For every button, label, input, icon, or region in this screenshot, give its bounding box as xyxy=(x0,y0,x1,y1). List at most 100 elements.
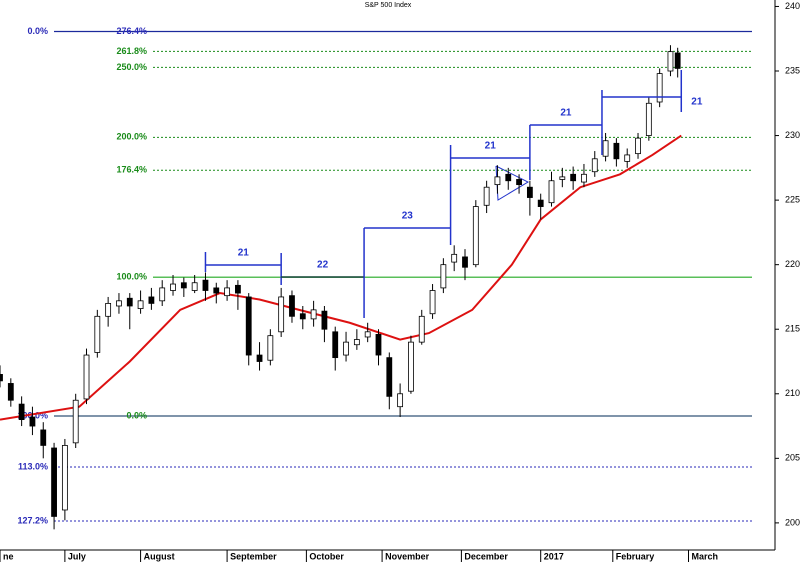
x-tick-label: February xyxy=(616,551,655,561)
y-tick-label: 2050 xyxy=(785,453,800,463)
candle-body xyxy=(332,331,339,359)
candle-body xyxy=(656,73,663,103)
candle-body xyxy=(408,341,414,392)
candle-body xyxy=(451,253,458,263)
candle-body xyxy=(375,333,382,356)
x-tick-label: October xyxy=(309,551,344,561)
candle-body xyxy=(570,173,577,182)
cycle-label: 21 xyxy=(238,248,250,259)
x-tick-label: December xyxy=(464,551,508,561)
candle-body xyxy=(224,287,230,297)
y-tick-label: 2000 xyxy=(785,517,800,527)
candle-body xyxy=(267,335,274,361)
candle-body xyxy=(440,264,447,289)
cycle-label: 21 xyxy=(691,97,703,108)
candle-body xyxy=(591,158,598,173)
y-tick-label: 2100 xyxy=(785,388,800,398)
candle-body xyxy=(483,186,490,206)
candle-body xyxy=(278,296,285,333)
candle-body xyxy=(526,186,533,198)
cycle-label: 21 xyxy=(560,108,572,119)
x-tick-label: August xyxy=(144,551,175,561)
candle-body xyxy=(245,296,252,356)
level-label: 200.0% xyxy=(116,132,147,142)
candle-body xyxy=(180,282,187,289)
candle-body xyxy=(51,447,57,517)
candle-body xyxy=(148,296,155,304)
candle-body xyxy=(289,295,295,317)
candle-body xyxy=(667,51,674,72)
level-label: 250.0% xyxy=(116,62,147,72)
candle-body xyxy=(674,52,681,69)
candle-body xyxy=(18,403,25,421)
candle-body xyxy=(94,315,101,353)
level-label: 127.2% xyxy=(17,515,48,525)
candle-body xyxy=(548,180,555,204)
candle-body xyxy=(235,284,241,294)
level-label: 113.0% xyxy=(18,461,48,471)
candle-body xyxy=(7,383,14,401)
candle-body xyxy=(505,173,512,182)
cycle-label: 22 xyxy=(317,260,329,271)
candle-body xyxy=(202,279,209,291)
candle-body xyxy=(537,199,544,207)
level-label: 0.0% xyxy=(27,26,48,36)
candle-body xyxy=(116,300,122,307)
candle-body xyxy=(635,137,641,155)
candle-body xyxy=(29,416,36,427)
candle-body xyxy=(364,331,371,338)
candle-body xyxy=(61,445,68,511)
candle-body xyxy=(386,357,393,397)
candle-body xyxy=(559,176,566,180)
candle-body xyxy=(83,354,90,400)
candle-body xyxy=(343,341,349,356)
candle-body xyxy=(299,313,306,320)
candle-body xyxy=(602,140,609,157)
moving-average xyxy=(0,134,682,421)
x-tick-label: November xyxy=(385,551,430,561)
candle-body xyxy=(321,310,328,330)
candle-body xyxy=(353,339,360,346)
level-label: 276.4% xyxy=(116,26,147,36)
x-tick-label: March xyxy=(691,551,718,561)
y-tick-label: 2250 xyxy=(785,194,800,204)
level-label: 261.8% xyxy=(116,46,147,56)
y-tick-label: 2350 xyxy=(785,65,800,75)
chart-title: S&P 500 Index xyxy=(365,2,412,9)
candle-body xyxy=(105,303,112,317)
level-label: 0.0% xyxy=(126,410,147,420)
candle-body xyxy=(191,282,198,291)
candle-body xyxy=(418,315,425,343)
candle-body xyxy=(429,290,436,315)
level-label: 100.0% xyxy=(116,272,147,282)
y-tick-label: 2400 xyxy=(785,1,800,11)
x-tick-label: September xyxy=(230,551,277,561)
candle-body xyxy=(256,354,263,362)
y-tick-label: 2300 xyxy=(785,130,800,140)
candle-body xyxy=(613,142,620,160)
candle-body xyxy=(397,393,404,408)
candle-body xyxy=(645,102,652,136)
x-tick-label: ne xyxy=(3,551,14,561)
candle-body xyxy=(213,287,220,294)
candle-body xyxy=(0,374,3,382)
candle-body xyxy=(137,300,144,309)
cycle-label: 23 xyxy=(402,211,414,222)
candle-body xyxy=(72,399,79,444)
candle-body xyxy=(494,176,501,186)
candle-body xyxy=(310,309,317,320)
candle-body xyxy=(624,154,631,162)
candle-body xyxy=(462,256,468,268)
x-tick-label: July xyxy=(68,551,86,561)
candle-body xyxy=(126,297,133,307)
y-tick-label: 2150 xyxy=(785,324,800,334)
candle-body xyxy=(581,173,587,183)
candle-body xyxy=(170,283,176,291)
y-tick-label: 2200 xyxy=(785,259,800,269)
cycle-label: 21 xyxy=(485,141,497,152)
x-tick-label: 2017 xyxy=(544,551,564,561)
candle-body xyxy=(159,287,166,302)
candle-body xyxy=(516,179,522,186)
